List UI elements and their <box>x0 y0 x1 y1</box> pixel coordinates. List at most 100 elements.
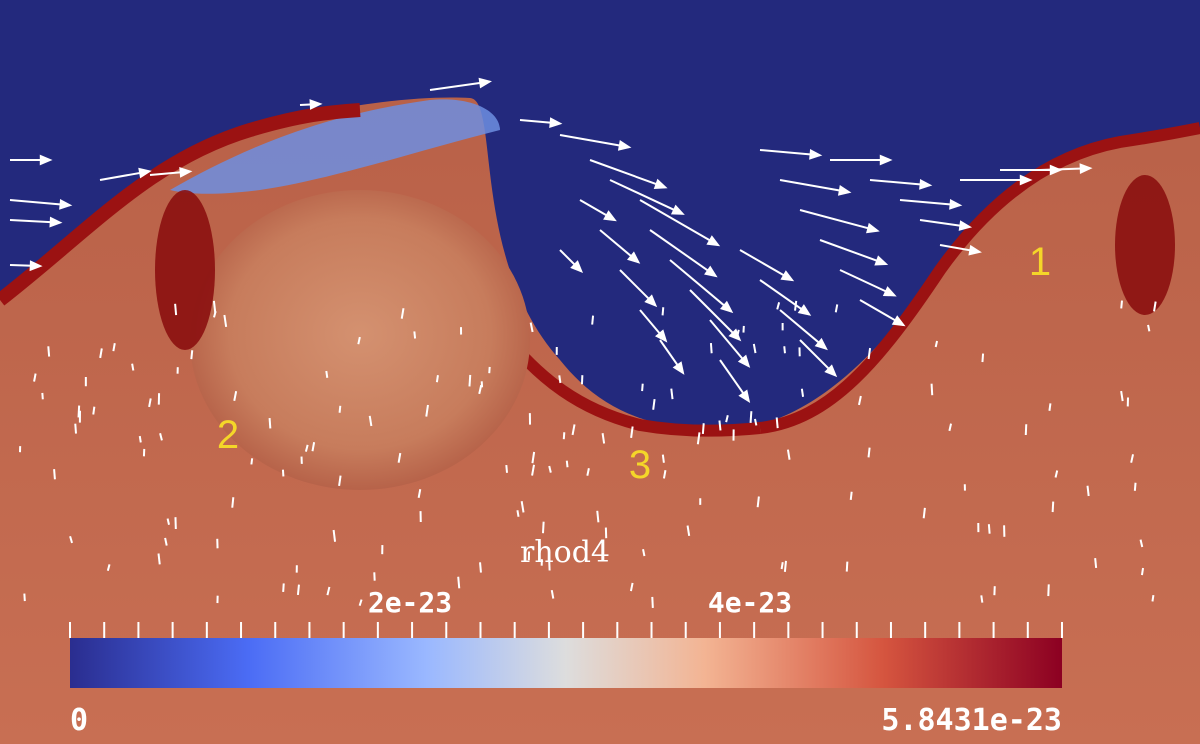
velocity-dash <box>1140 567 1145 576</box>
velocity-dash <box>696 432 701 445</box>
velocity-dash <box>1094 558 1098 569</box>
velocity-dash <box>425 404 429 417</box>
velocity-dash <box>596 510 600 523</box>
velocity-dash <box>541 521 545 534</box>
velocity-arrow-head <box>59 198 73 210</box>
velocity-arrow-head <box>39 154 53 166</box>
velocity-dash <box>800 388 805 397</box>
velocity-dash <box>845 561 849 572</box>
velocity-dash <box>948 423 953 432</box>
velocity-dash <box>601 433 606 444</box>
velocity-dash <box>709 342 713 354</box>
velocity-dash <box>1120 300 1123 309</box>
velocity-dash <box>397 452 402 463</box>
velocity-dash <box>922 507 926 519</box>
velocity-dash <box>558 375 562 384</box>
velocity-dash <box>981 353 985 363</box>
velocity-dash <box>531 464 535 476</box>
velocity-arrow-head <box>706 235 721 247</box>
velocity-dash <box>642 549 646 557</box>
velocity-dash <box>1054 470 1059 478</box>
velocity-arrow <box>609 179 683 215</box>
velocity-arrow-head <box>874 255 889 266</box>
velocity-dash <box>478 384 483 395</box>
velocity-dash <box>1153 301 1157 312</box>
velocity-dash <box>332 529 337 542</box>
velocity-dash <box>1133 482 1137 491</box>
velocity-dash <box>400 308 405 319</box>
velocity-dash <box>661 307 665 316</box>
colorbar-max-label: 5.8431e-23 <box>881 703 1062 738</box>
velocity-dash <box>282 583 285 592</box>
velocity-arrows <box>9 77 1157 609</box>
mixing-layer <box>170 99 500 194</box>
velocity-arrow-head <box>29 260 43 272</box>
velocity-arrow-head <box>837 185 852 196</box>
velocity-arrow <box>559 134 630 149</box>
velocity-dash <box>1051 501 1055 513</box>
velocity-arrow-head <box>882 286 897 297</box>
velocity-dash <box>1151 594 1155 602</box>
velocity-dash <box>304 444 309 452</box>
velocity-dash <box>53 469 56 480</box>
velocity-dash <box>223 314 228 327</box>
velocity-dash <box>326 586 331 596</box>
marker-3: 3 <box>629 443 651 487</box>
velocity-dash <box>834 304 839 313</box>
velocity-dash <box>670 388 674 400</box>
bubble-edge-left <box>155 190 215 350</box>
velocity-arrow-head <box>738 389 751 404</box>
velocity-dash <box>1086 485 1090 497</box>
velocity-dash <box>749 411 753 423</box>
velocity-dash <box>571 424 576 436</box>
velocity-dash <box>479 562 482 573</box>
velocity-dash <box>849 491 853 501</box>
velocity-arrow <box>689 289 741 341</box>
velocity-dash <box>686 525 691 537</box>
velocity-dash <box>630 426 634 438</box>
velocity-dash <box>934 340 939 348</box>
velocity-dash <box>531 451 536 464</box>
dense-shell-trough <box>495 326 761 437</box>
marker-1: 1 <box>1029 240 1051 284</box>
velocity-arrow-head <box>797 304 812 316</box>
velocity-dash <box>417 488 422 499</box>
colorbar-gradient <box>70 638 1062 688</box>
velocity-dash <box>47 346 51 357</box>
velocity-dash <box>74 423 77 434</box>
velocity-dash <box>661 454 665 463</box>
velocity-dash <box>586 468 590 476</box>
velocity-dash <box>651 596 654 609</box>
velocity-dash <box>629 582 634 592</box>
velocity-arrow-head <box>617 140 632 151</box>
velocity-dash <box>159 433 163 441</box>
velocity-arrow-head <box>780 270 795 282</box>
velocity-dash <box>296 584 300 596</box>
velocity-dash <box>652 398 656 410</box>
dense-shell-right <box>759 122 1200 434</box>
velocity-arrow-head <box>824 364 838 378</box>
velocity-dash <box>725 415 729 423</box>
velocity-arrow <box>589 159 666 189</box>
velocity-dash <box>233 391 238 402</box>
velocity-dash <box>190 350 194 360</box>
velocity-dash <box>112 342 116 352</box>
velocity-dash <box>736 329 740 338</box>
velocity-dash <box>325 370 329 378</box>
marker-2: 2 <box>217 413 239 457</box>
velocity-dash <box>794 300 798 311</box>
velocity-dash <box>565 460 569 468</box>
velocity-arrow <box>799 209 878 232</box>
velocity-arrow-head <box>627 251 641 264</box>
velocity-dash <box>1139 539 1144 548</box>
velocity-dash <box>780 562 784 570</box>
velocity-dash <box>338 475 342 487</box>
velocity-dash <box>368 415 373 427</box>
velocity-dash <box>33 373 37 382</box>
velocity-arrow <box>819 239 887 265</box>
velocity-dash <box>358 599 363 607</box>
velocity-dash <box>516 510 520 517</box>
velocity-arrow-head <box>704 265 718 278</box>
velocity-arrow-head <box>49 216 63 228</box>
velocity-arrow-head <box>919 178 933 190</box>
